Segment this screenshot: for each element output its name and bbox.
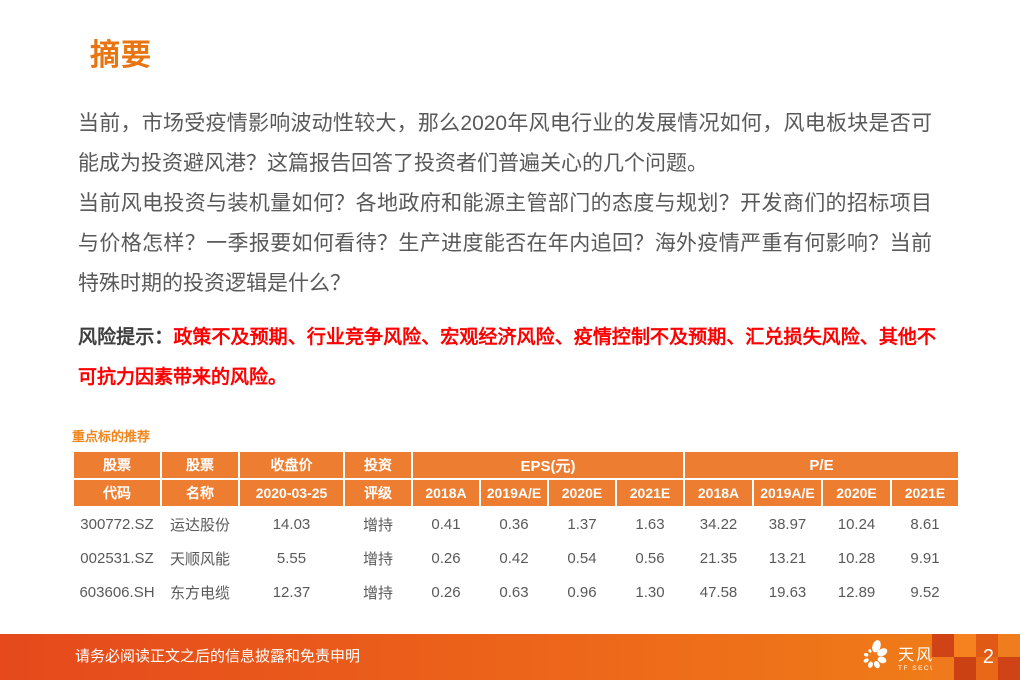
cell-pe: 19.63: [753, 575, 823, 609]
header-pe-year: 2020E: [821, 478, 893, 508]
cell-price: 5.55: [239, 541, 344, 575]
header-pe-year: 2021E: [890, 478, 961, 508]
cell-eps: 1.37: [548, 507, 616, 541]
cell-price: 12.37: [239, 575, 344, 609]
table-row: 300772.SZ 运达股份 14.03 增持 0.41 0.36 1.37 1…: [73, 507, 960, 541]
page-title: 摘要: [90, 39, 152, 72]
cell-eps: 1.30: [616, 575, 685, 609]
cell-eps: 0.26: [412, 575, 480, 609]
mosaic-square: [998, 634, 1020, 657]
mosaic-square: [932, 657, 954, 680]
table-section-title: 重点标的推荐: [72, 429, 151, 444]
header-stock-code-bottom: 代码: [72, 478, 162, 508]
header-stock-name-top: 股票: [160, 450, 240, 480]
page-number: 2: [982, 646, 994, 668]
body-paragraph-1: 当前，市场受疫情影响波动性较大，那么2020年风电行业的发展情况如何，风电板块是…: [78, 112, 932, 175]
cell-rating: 增持: [344, 575, 412, 609]
mosaic-square: [976, 634, 998, 657]
cell-pe: 9.91: [891, 541, 960, 575]
cell-name: 天顺风能: [161, 541, 239, 575]
cell-pe: 10.28: [822, 541, 892, 575]
header-stock-code-top: 股票: [72, 450, 162, 480]
cell-pe: 21.35: [684, 541, 754, 575]
risk-warning-label: 风险提示：: [78, 327, 174, 348]
table-header-row-2: 代码 名称 2020-03-25 评级 2018A 2019A/E 2020E …: [72, 478, 961, 508]
cell-eps: 0.42: [480, 541, 548, 575]
cell-eps: 0.26: [412, 541, 480, 575]
table-header-row-1: 股票 股票 收盘价 投资 EPS(元) P/E: [72, 450, 961, 480]
header-rating-bottom: 评级: [343, 478, 413, 508]
cell-pe: 12.89: [822, 575, 892, 609]
cell-code: 603606.SH: [73, 575, 161, 609]
header-close-price-top: 收盘价: [238, 450, 345, 480]
header-pe-year: 2018A: [683, 478, 755, 508]
table-row: 002531.SZ 天顺风能 5.55 增持 0.26 0.42 0.54 0.…: [73, 541, 960, 575]
brand-name-en: TF SECURITIES: [898, 664, 965, 672]
cell-pe: 47.58: [684, 575, 754, 609]
header-close-date: 2020-03-25: [238, 478, 345, 508]
cell-eps: 0.63: [480, 575, 548, 609]
cell-pe: 34.22: [684, 507, 754, 541]
cell-pe: 38.97: [753, 507, 823, 541]
cell-code: 300772.SZ: [73, 507, 161, 541]
cell-pe: 9.52: [891, 575, 960, 609]
header-eps-year: 2020E: [547, 478, 617, 508]
footer-bar: 请务必阅读正文之后的信息披露和免责申明 天: [0, 634, 1020, 680]
cell-eps: 0.56: [616, 541, 685, 575]
summary-body: 当前，市场受疫情影响波动性较大，那么2020年风电行业的发展情况如何，风电板块是…: [78, 104, 932, 304]
header-rating-top: 投资: [343, 450, 413, 480]
mosaic-square: [932, 634, 954, 657]
tf-flower-icon: [855, 639, 891, 680]
cell-name: 东方电缆: [161, 575, 239, 609]
cell-price: 14.03: [239, 507, 344, 541]
cell-rating: 增持: [344, 507, 412, 541]
mosaic-square: [998, 657, 1020, 680]
cell-eps: 0.41: [412, 507, 480, 541]
risk-warning-text: 政策不及预期、行业竞争风险、宏观经济风险、疫情控制不及预期、汇兑损失风险、其他不…: [78, 327, 936, 388]
cell-eps: 0.54: [548, 541, 616, 575]
mosaic-square: [954, 634, 976, 657]
cell-code: 002531.SZ: [73, 541, 161, 575]
cell-eps: 1.63: [616, 507, 685, 541]
header-eps-year: 2018A: [411, 478, 481, 508]
cell-pe: 10.24: [822, 507, 892, 541]
cell-eps: 0.36: [480, 507, 548, 541]
header-pe-year: 2019A/E: [752, 478, 824, 508]
header-eps-year: 2021E: [614, 478, 686, 508]
header-eps-year: 2019A/E: [479, 478, 549, 508]
footer-mosaic-decoration: [932, 634, 1020, 680]
mosaic-square: [954, 657, 976, 680]
cell-rating: 增持: [344, 541, 412, 575]
footer-disclaimer: 请务必阅读正文之后的信息披露和免责申明: [75, 648, 361, 665]
header-eps-group: EPS(元): [410, 450, 686, 480]
cell-eps: 0.96: [548, 575, 616, 609]
risk-warning: 风险提示：政策不及预期、行业竞争风险、宏观经济风险、疫情控制不及预期、汇兑损失风…: [78, 318, 936, 398]
mosaic-square: [976, 657, 998, 680]
header-pe-group: P/E: [683, 450, 961, 480]
cell-pe: 8.61: [891, 507, 960, 541]
body-paragraph-2: 当前风电投资与装机量如何？各地政府和能源主管部门的态度与规划？开发商们的招标项目…: [78, 192, 932, 295]
table-row: 603606.SH 东方电缆 12.37 增持 0.26 0.63 0.96 1…: [73, 575, 960, 609]
cell-name: 运达股份: [161, 507, 239, 541]
cell-pe: 13.21: [753, 541, 823, 575]
recommendations-table: 股票 股票 收盘价 投资 EPS(元) P/E 代码 名称 2020-03-25…: [72, 450, 961, 609]
header-stock-name-bottom: 名称: [160, 478, 240, 508]
